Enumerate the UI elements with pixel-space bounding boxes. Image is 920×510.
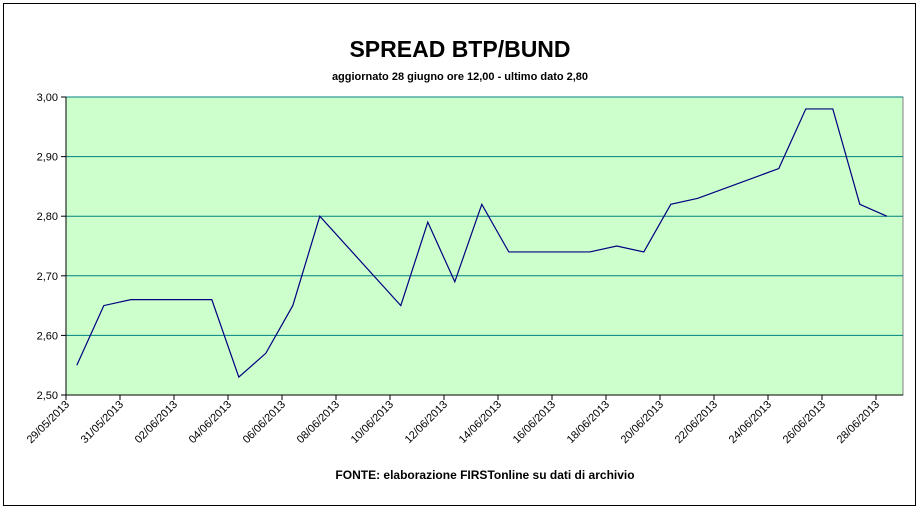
chart-subtitle: aggiornato 28 giugno ore 12,00 - ultimo …	[332, 71, 588, 83]
y-tick-label: 2,80	[37, 211, 58, 223]
data-line	[76, 108, 888, 379]
y-tick-label: 2,60	[37, 330, 58, 342]
y-tick-label: 3,00	[37, 92, 58, 104]
plot-area	[65, 96, 904, 396]
source-note: FONTE: elaborazione FIRSTonline su dati …	[335, 468, 634, 482]
y-tick-label: 2,50	[37, 390, 58, 402]
y-tick-label: 2,90	[37, 152, 58, 164]
y-tick-label: 2,70	[37, 271, 58, 283]
chart-title: SPREAD BTP/BUND	[349, 36, 570, 62]
